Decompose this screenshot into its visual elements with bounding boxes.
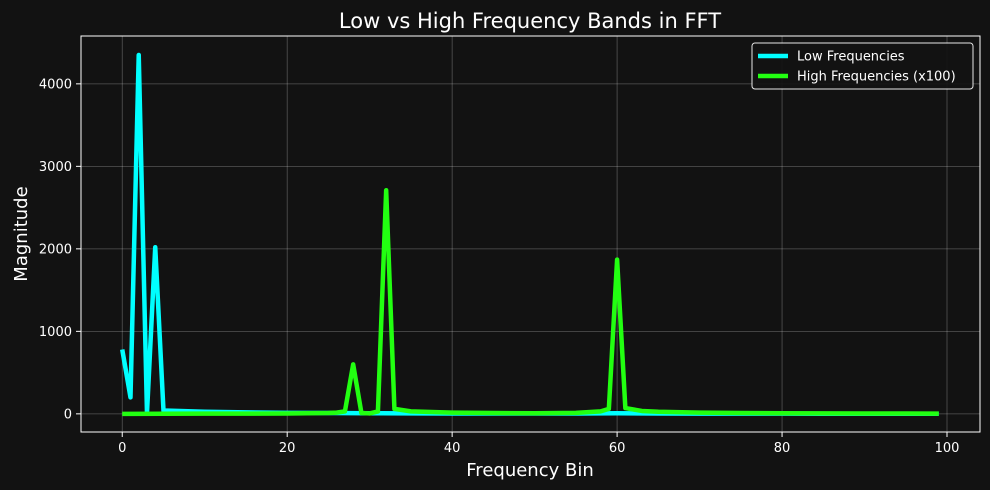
legend-label-1: Low Frequencies [797,50,905,65]
plot-area [80,35,981,433]
series-line-2 [122,188,939,417]
legend-box [751,42,974,90]
x-tick-label: 20 [279,441,296,456]
y-tick-label: 1000 [39,325,72,340]
y-axis-label: Magnitude [11,186,32,281]
legend-label-2: High Frequencies (x100) [797,70,956,85]
x-tick-label: 40 [444,441,461,456]
x-tick-label: 80 [774,441,791,456]
x-axis-label: Frequency Bin [466,460,593,481]
y-tick-label: 4000 [39,77,72,92]
legend: Low Frequencies High Frequencies (x100) [751,42,974,90]
series-layer [120,52,939,417]
x-tick-label: 0 [118,441,126,456]
x-tick-label: 60 [609,441,626,456]
y-tick-label: 2000 [39,242,72,257]
y-tick-label: 3000 [39,160,72,175]
chart-title: Low vs High Frequency Bands in FFT [339,9,721,33]
y-tick-label: 0 [64,407,72,422]
x-tick-label: 100 [935,441,960,456]
